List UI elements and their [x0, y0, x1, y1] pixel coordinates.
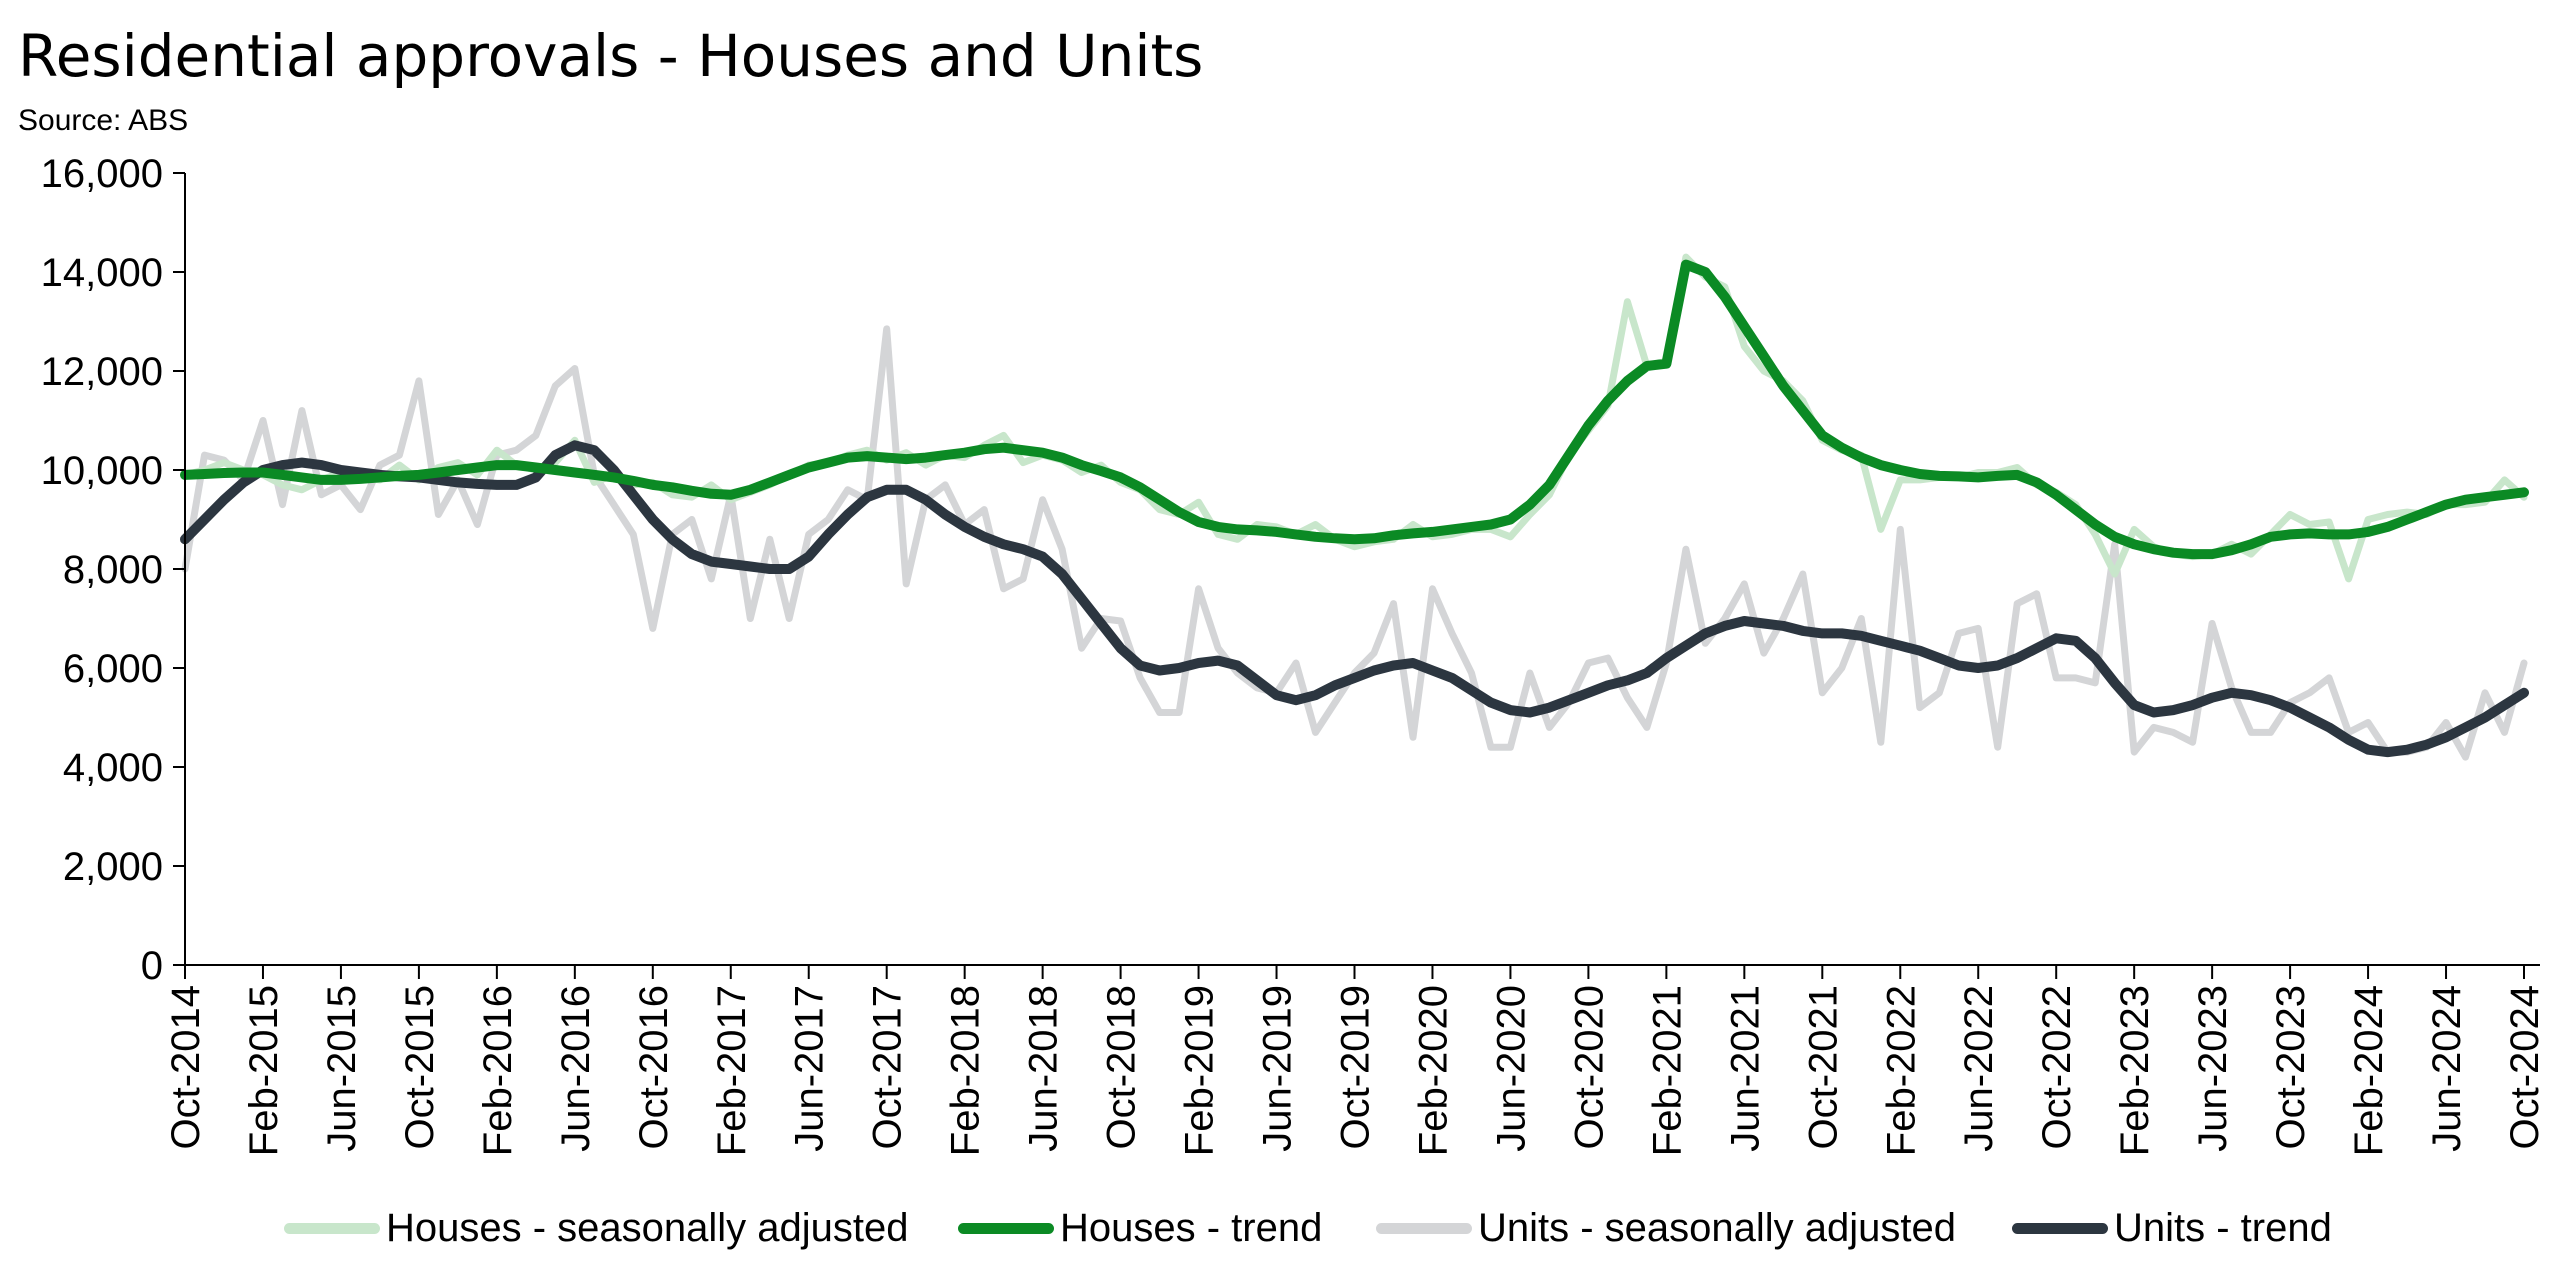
x-tick-label: Feb-2017: [710, 985, 754, 1156]
legend-item-houses-trend: Houses - trend: [958, 1200, 1322, 1256]
y-tick-label: 0: [141, 944, 163, 988]
series-line-units-trend: [180, 440, 2529, 758]
x-tick-label: Jun-2019: [1256, 985, 1300, 1152]
legend-swatch: [958, 1222, 1054, 1234]
y-tick-label: 2,000: [63, 845, 163, 889]
x-tick-label: Feb-2020: [1411, 985, 1455, 1156]
x-tick-label: Feb-2024: [2347, 985, 2391, 1156]
x-tick-label: Feb-2023: [2113, 985, 2157, 1156]
y-tick-label: 14,000: [41, 251, 163, 295]
y-tick-label: 16,000: [41, 152, 163, 196]
legend-label: Houses - seasonally adjusted: [386, 1205, 909, 1250]
x-tick-label: Jun-2024: [2425, 985, 2469, 1152]
x-tick-label: Jun-2020: [1489, 985, 1533, 1152]
legend-item-units-trend: Units - trend: [2012, 1200, 2332, 1256]
x-tick-label: Jun-2017: [788, 985, 832, 1152]
y-tick-label: 4,000: [63, 746, 163, 790]
legend-swatch: [1376, 1222, 1472, 1234]
legend-label: Houses - trend: [1060, 1205, 1323, 1250]
legend-swatch: [2012, 1222, 2108, 1234]
x-tick-label: Jun-2015: [320, 985, 364, 1152]
y-tick-label: 6,000: [63, 647, 163, 691]
chart-source: Source: ABS: [18, 104, 189, 137]
legend: Houses - seasonally adjusted Houses - tr…: [0, 1200, 2560, 1260]
x-tick-label: Jun-2018: [1022, 985, 1066, 1152]
x-tick-label: Jun-2021: [1723, 985, 1767, 1152]
x-tick-label: Oct-2020: [1567, 985, 1611, 1150]
legend-swatch: [284, 1222, 380, 1234]
x-tick-label: Oct-2021: [1801, 985, 1845, 1150]
x-tick-label: Jun-2016: [554, 985, 598, 1152]
x-tick-label: Feb-2022: [1879, 985, 1923, 1156]
legend-item-units-sa: Units - seasonally adjusted: [1376, 1200, 1956, 1256]
x-tick-label: Oct-2019: [1334, 985, 1378, 1150]
x-tick-label: Jun-2023: [2191, 985, 2235, 1152]
series-line-houses-trend: [180, 259, 2529, 560]
x-tick-label: Oct-2017: [866, 985, 910, 1150]
y-tick-label: 12,000: [41, 350, 163, 394]
legend-item-houses-sa: Houses - seasonally adjusted: [284, 1200, 909, 1256]
legend-label: Units - seasonally adjusted: [1478, 1205, 1957, 1250]
series-line-houses-seasonally-adjusted: [181, 253, 2528, 583]
legend-label: Units - trend: [2114, 1205, 2332, 1250]
x-tick-label: Oct-2016: [632, 985, 676, 1150]
x-tick-label: Oct-2014: [164, 985, 208, 1150]
x-tick-label: Feb-2019: [1178, 985, 1222, 1156]
x-tick-label: Feb-2016: [476, 985, 520, 1156]
x-tick-label: Jun-2022: [1957, 985, 2001, 1152]
x-tick-label: Feb-2015: [242, 985, 286, 1156]
x-tick-label: Oct-2024: [2503, 985, 2547, 1150]
x-tick-label: Feb-2018: [944, 985, 988, 1156]
chart-title: Residential approvals - Houses and Units: [18, 22, 1204, 90]
x-tick-label: Feb-2021: [1645, 985, 1689, 1156]
x-tick-label: Oct-2015: [398, 985, 442, 1150]
x-tick-label: Oct-2023: [2269, 985, 2313, 1150]
y-tick-label: 8,000: [63, 548, 163, 592]
x-tick-label: Oct-2018: [1100, 985, 1144, 1150]
y-tick-label: 10,000: [41, 449, 163, 493]
x-tick-label: Oct-2022: [2035, 985, 2079, 1150]
